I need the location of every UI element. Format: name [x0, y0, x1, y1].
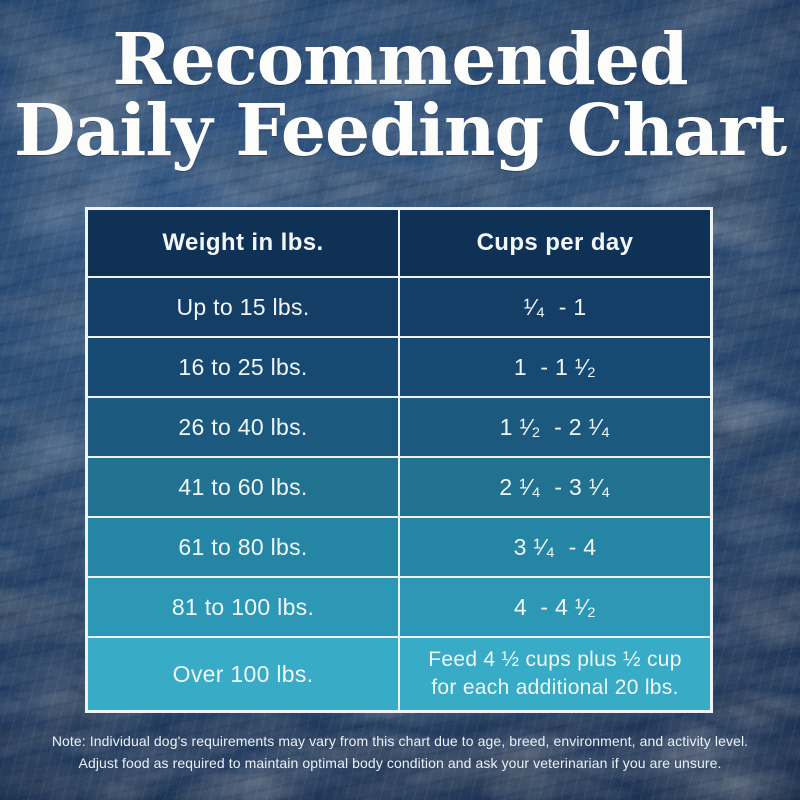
weight-cell-row-5: 81 to 100 lbs.	[88, 578, 398, 636]
cups-cell-row-4: 3 ¹⁄₄ - 4	[400, 518, 710, 576]
footnote-line1: Note: Individual dog's requirements may …	[51, 733, 749, 749]
page-title: Recommended Daily Feeding Chart	[0, 24, 800, 166]
weight-cell-row-0: Up to 15 lbs.	[88, 278, 398, 336]
weight-cell-row-2: 26 to 40 lbs.	[88, 398, 398, 456]
weight-cell-row-6: Over 100 lbs.	[88, 638, 398, 710]
cups-cell-row-3: 2 ¹⁄₄ - 3 ¹⁄₄	[400, 458, 710, 516]
weight-cell-row-3: 41 to 60 lbs.	[88, 458, 398, 516]
column-header-cups: Cups per day	[400, 210, 710, 276]
column-header-weight: Weight in lbs.	[88, 210, 398, 276]
page-title-line1: Recommended	[112, 17, 688, 101]
cups-cell-row-0: ¹⁄₄ - 1	[400, 278, 710, 336]
cups-cell-row-1: 1 - 1 ¹⁄₂	[400, 338, 710, 396]
page-title-line2: Daily Feeding Chart	[13, 88, 787, 172]
cups-cell-row-2: 1 ¹⁄₂ - 2 ¹⁄₄	[400, 398, 710, 456]
weight-cell-row-1: 16 to 25 lbs.	[88, 338, 398, 396]
cups-cell-row-6: Feed 4 ½ cups plus ½ cup for each additi…	[400, 638, 710, 710]
footnote: Note: Individual dog's requirements may …	[0, 730, 800, 774]
weight-cell-row-4: 61 to 80 lbs.	[88, 518, 398, 576]
footnote-line2: Adjust food as required to maintain opti…	[78, 755, 722, 771]
cups-cell-row-5: 4 - 4 ¹⁄₂	[400, 578, 710, 636]
feeding-table: Weight in lbs. Cups per day Up to 15 lbs…	[85, 207, 713, 713]
